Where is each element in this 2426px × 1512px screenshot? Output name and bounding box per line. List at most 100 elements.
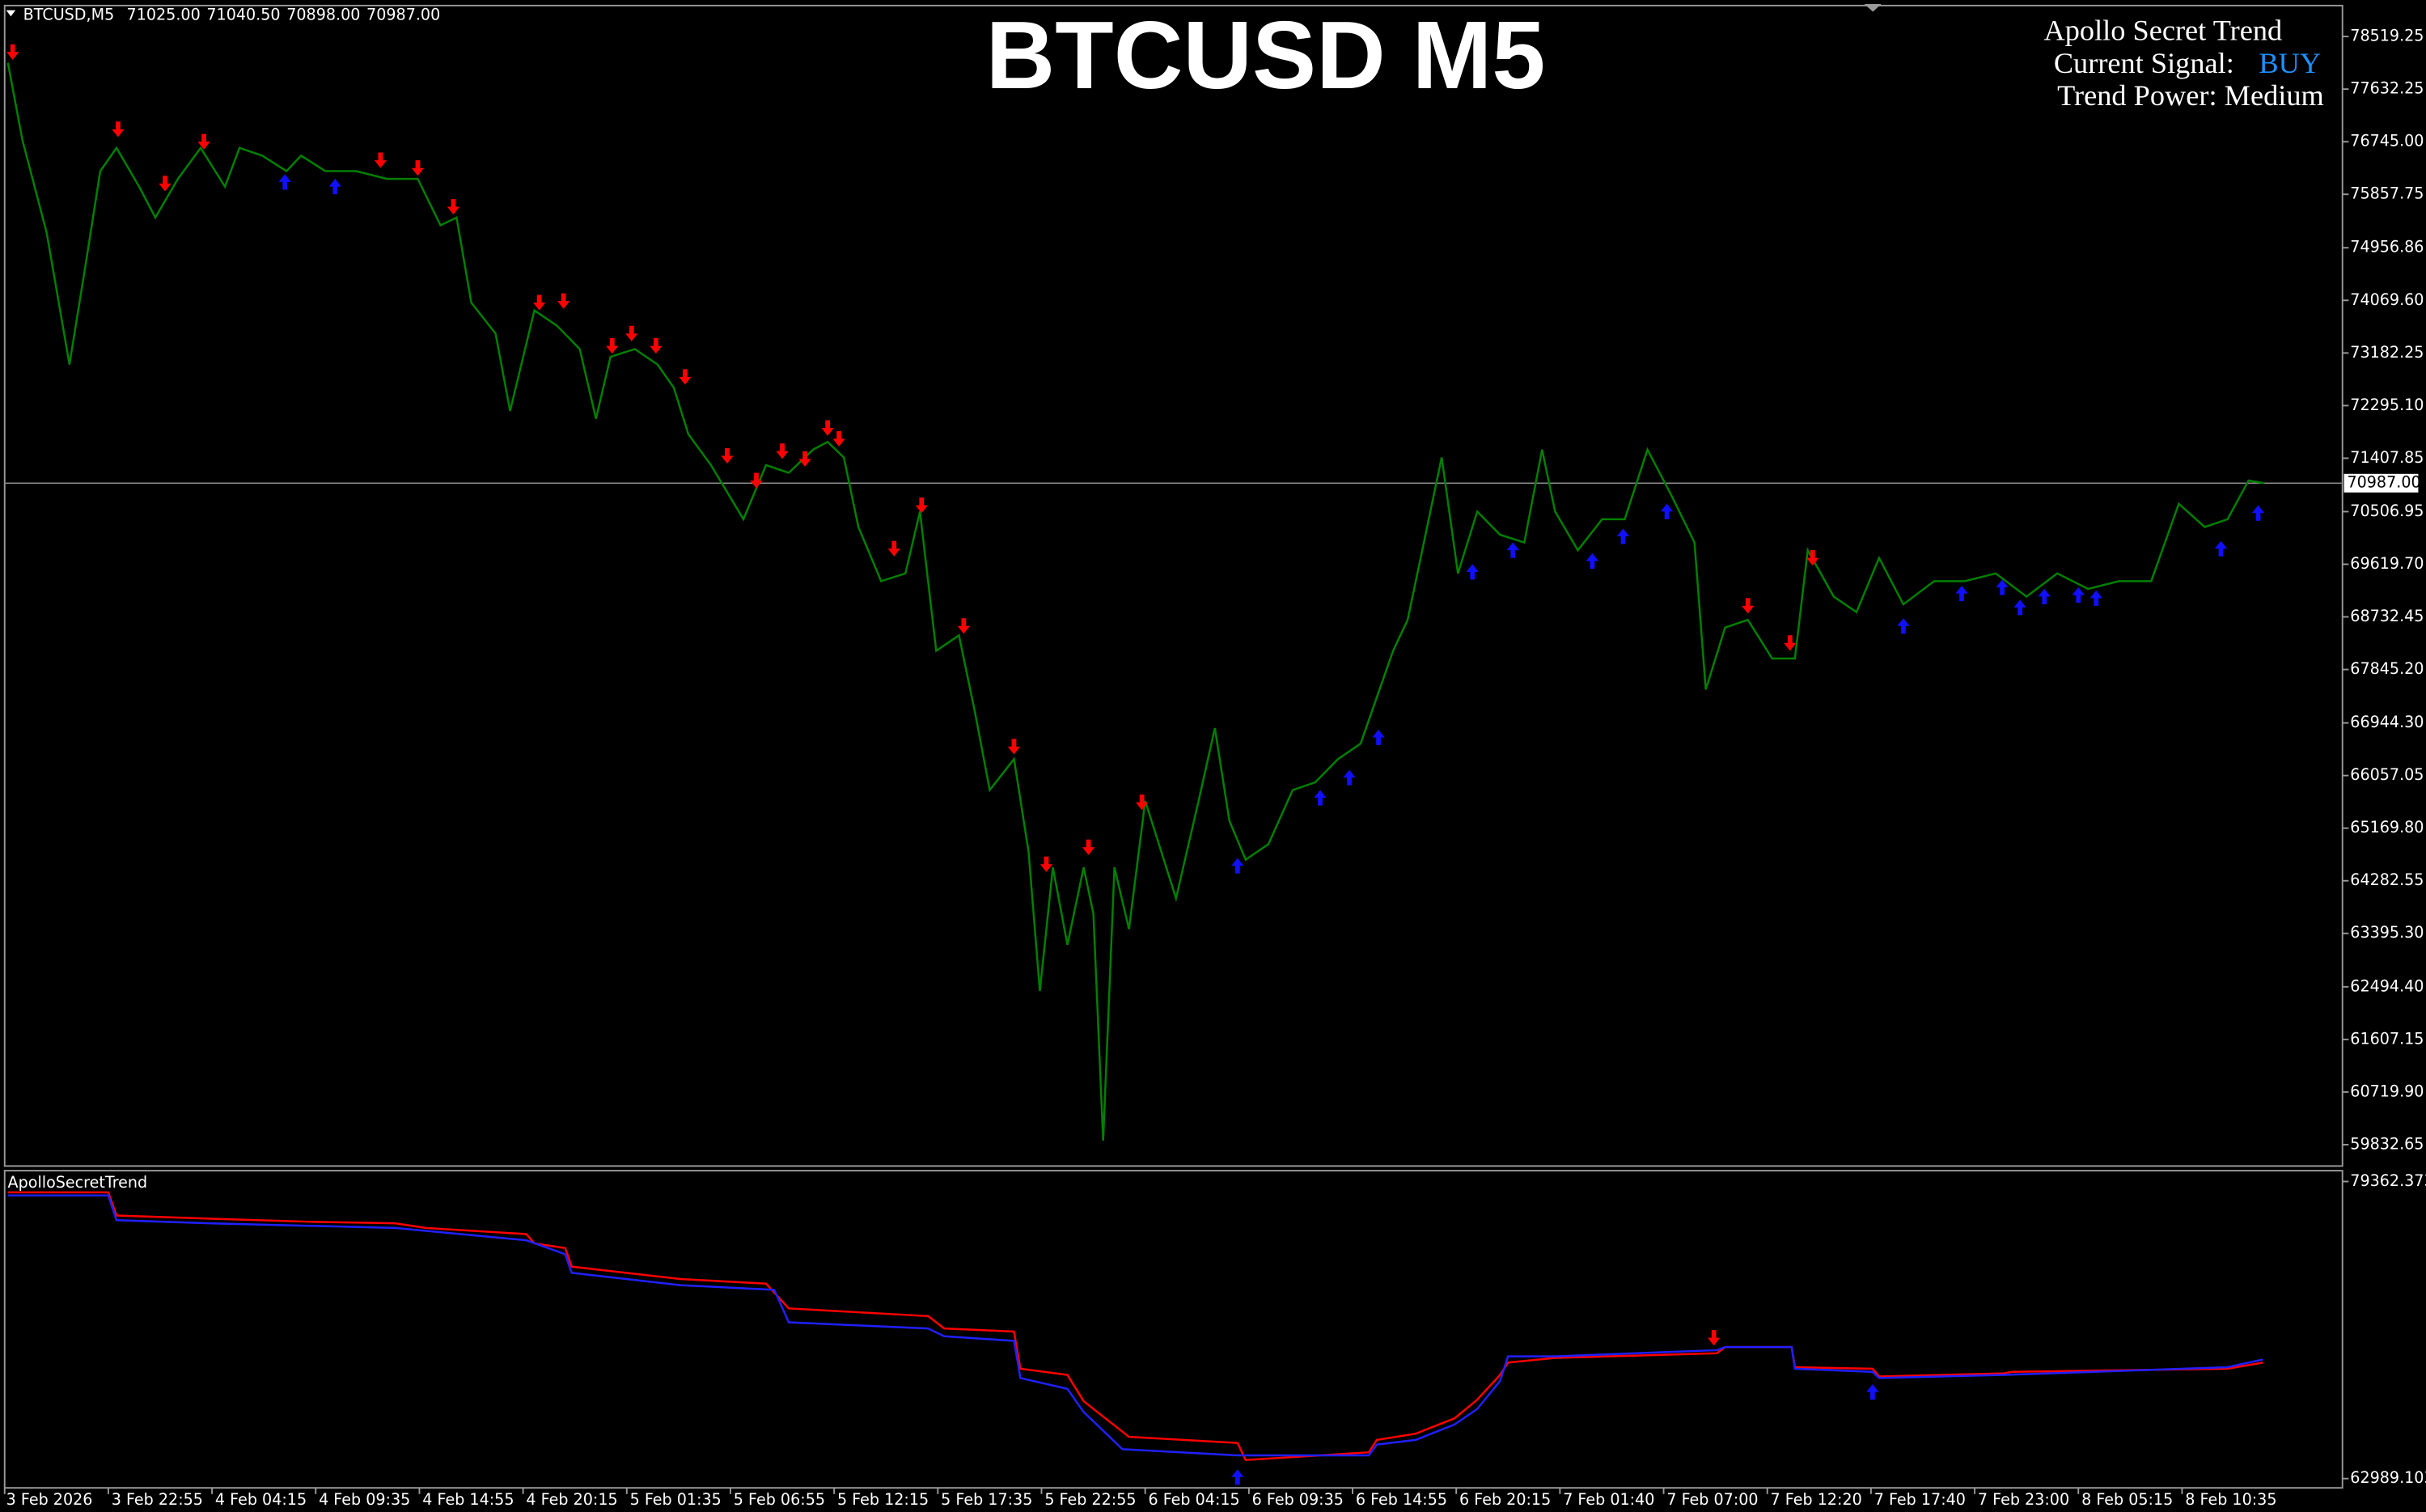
- y-tick-label: 60719.90: [2350, 1082, 2424, 1100]
- price-line: [7, 1194, 2263, 1457]
- sell-arrow: [957, 618, 971, 634]
- x-tick-label: 4 Feb 09:35: [319, 1490, 410, 1509]
- y-tick-label: 66944.30: [2350, 713, 2424, 731]
- x-tick-label: 5 Feb 12:15: [837, 1490, 929, 1509]
- buy-arrow: [2251, 505, 2265, 521]
- y-tick-label: 66057.05: [2350, 765, 2424, 784]
- x-tick-label: 8 Feb 05:15: [2081, 1490, 2173, 1509]
- trend-power: Trend Power: Medium: [2057, 79, 2324, 112]
- menu-triangle[interactable]: [6, 10, 16, 17]
- price-line: [6, 62, 2265, 1141]
- current-price-label: 70987.00: [2347, 473, 2420, 492]
- sell-arrow: [1707, 1330, 1721, 1346]
- y-tick-label: 69619.70: [2350, 554, 2424, 573]
- buy-arrow: [1897, 618, 1910, 634]
- sell-arrow: [1007, 739, 1021, 755]
- close: 70987.00: [366, 5, 440, 23]
- x-tick-label: 7 Feb 17:40: [1874, 1490, 1966, 1509]
- indicator-title: ApolloSecretTrend: [8, 1173, 148, 1192]
- y-tick-label: 67845.20: [2350, 659, 2424, 678]
- y-tick-label: 62494.40: [2350, 976, 2424, 995]
- sell-arrow: [1082, 839, 1095, 855]
- y-tick-label: 63395.30: [2350, 923, 2424, 942]
- y-tick-label: 74956.86: [2350, 238, 2424, 256]
- buy-arrow: [1586, 553, 1599, 570]
- x-tick-label: 5 Feb 22:55: [1044, 1490, 1136, 1509]
- sell-arrow: [679, 369, 692, 385]
- signal-label: Current Signal:: [2054, 47, 2234, 79]
- sell-arrow: [411, 160, 425, 176]
- symbol: BTCUSD,M5: [23, 5, 115, 23]
- buy-arrow: [1314, 790, 1327, 806]
- y-tick-label: 72295.10: [2350, 396, 2424, 414]
- x-tick-label: 5 Feb 17:35: [941, 1490, 1032, 1509]
- sell-arrow: [374, 152, 387, 168]
- y-tick-label: 71407.85: [2350, 448, 2424, 467]
- x-tick-label: 3 Feb 2026: [6, 1490, 93, 1509]
- indicator-name: Apollo Secret Trend: [2044, 15, 2283, 47]
- sell-arrow: [750, 472, 763, 489]
- sell-arrow: [159, 176, 171, 192]
- y-tick-label: 61607.15: [2350, 1029, 2424, 1048]
- chart-title: BTCUSD M5: [986, 2, 1546, 109]
- y-tick-label: 76745.00: [2350, 132, 2424, 150]
- buy-arrow: [1866, 1384, 1879, 1400]
- y-tick-label: 73182.25: [2350, 343, 2424, 362]
- sell-arrow: [1784, 635, 1797, 651]
- x-tick-label: 7 Feb 07:00: [1666, 1490, 1758, 1509]
- sell-arrow: [721, 447, 734, 464]
- x-tick-label: 4 Feb 20:15: [526, 1490, 617, 1509]
- symbol-header: BTCUSD,M5 71025.00 71040.50 70898.00 70987.0…: [23, 5, 441, 23]
- sell-arrow: [532, 294, 546, 311]
- x-tick-label: 7 Feb 23:00: [1978, 1490, 2069, 1509]
- y-tick-label: 70506.95: [2350, 502, 2424, 520]
- y-tick-label: 65169.80: [2350, 818, 2424, 836]
- shift-marker[interactable]: [1864, 3, 1882, 12]
- sell-arrow: [776, 443, 789, 460]
- x-tick-label: 7 Feb 12:20: [1771, 1490, 1862, 1509]
- indicator-panel: [3, 1170, 2343, 1489]
- x-tick-label: 6 Feb 09:35: [1252, 1490, 1344, 1509]
- sell-arrow: [625, 325, 638, 341]
- x-tick-label: 6 Feb 20:15: [1459, 1490, 1551, 1509]
- y-tick-label: 59832.65: [2350, 1134, 2424, 1153]
- sell-arrow: [557, 293, 570, 309]
- sell-arrow: [821, 420, 834, 436]
- x-tick-label: 4 Feb 04:15: [215, 1490, 307, 1509]
- x-tick-label: 4 Feb 14:55: [422, 1490, 514, 1509]
- sell-arrow: [650, 338, 663, 354]
- open: 71025.00: [127, 5, 201, 23]
- buy-arrow: [328, 179, 341, 195]
- buy-arrow: [1231, 1469, 1244, 1485]
- signal-value: BUY: [2259, 47, 2321, 79]
- y-tick-label: 68732.45: [2350, 607, 2424, 625]
- x-tick-label: 5 Feb 01:35: [630, 1490, 722, 1509]
- current-price-box: [2343, 473, 2419, 493]
- main-panel: [3, 4, 2343, 1167]
- y-tick-label: 74069.60: [2350, 290, 2424, 309]
- y-tick-label: 62989.1032: [2350, 1468, 2426, 1487]
- sell-arrow: [1039, 856, 1053, 872]
- x-tick-label: 8 Feb 10:35: [2185, 1490, 2276, 1509]
- x-tick-label: 6 Feb 14:55: [1356, 1490, 1447, 1509]
- sell-arrow: [915, 498, 928, 514]
- x-tick-label: 3 Feb 22:55: [112, 1490, 203, 1509]
- y-tick-label: 75857.75: [2350, 184, 2424, 203]
- x-tick-label: 7 Feb 01:40: [1563, 1490, 1654, 1509]
- y-tick-label: 78519.25: [2350, 27, 2424, 45]
- sell-arrow: [606, 338, 619, 354]
- x-tick-label: 5 Feb 06:55: [734, 1490, 825, 1509]
- x-tick-label: 6 Feb 04:15: [1149, 1490, 1240, 1509]
- sell-arrow: [887, 540, 900, 557]
- sell-arrow: [112, 121, 125, 138]
- sell-arrow: [798, 451, 811, 467]
- buy-arrow: [1231, 858, 1244, 874]
- y-tick-label: 64282.55: [2350, 870, 2424, 889]
- y-tick-label: 79362.3739: [2350, 1171, 2426, 1190]
- y-tick-label: 77632.25: [2350, 79, 2424, 98]
- buy-arrow: [1372, 729, 1385, 746]
- buy-arrow: [278, 174, 291, 190]
